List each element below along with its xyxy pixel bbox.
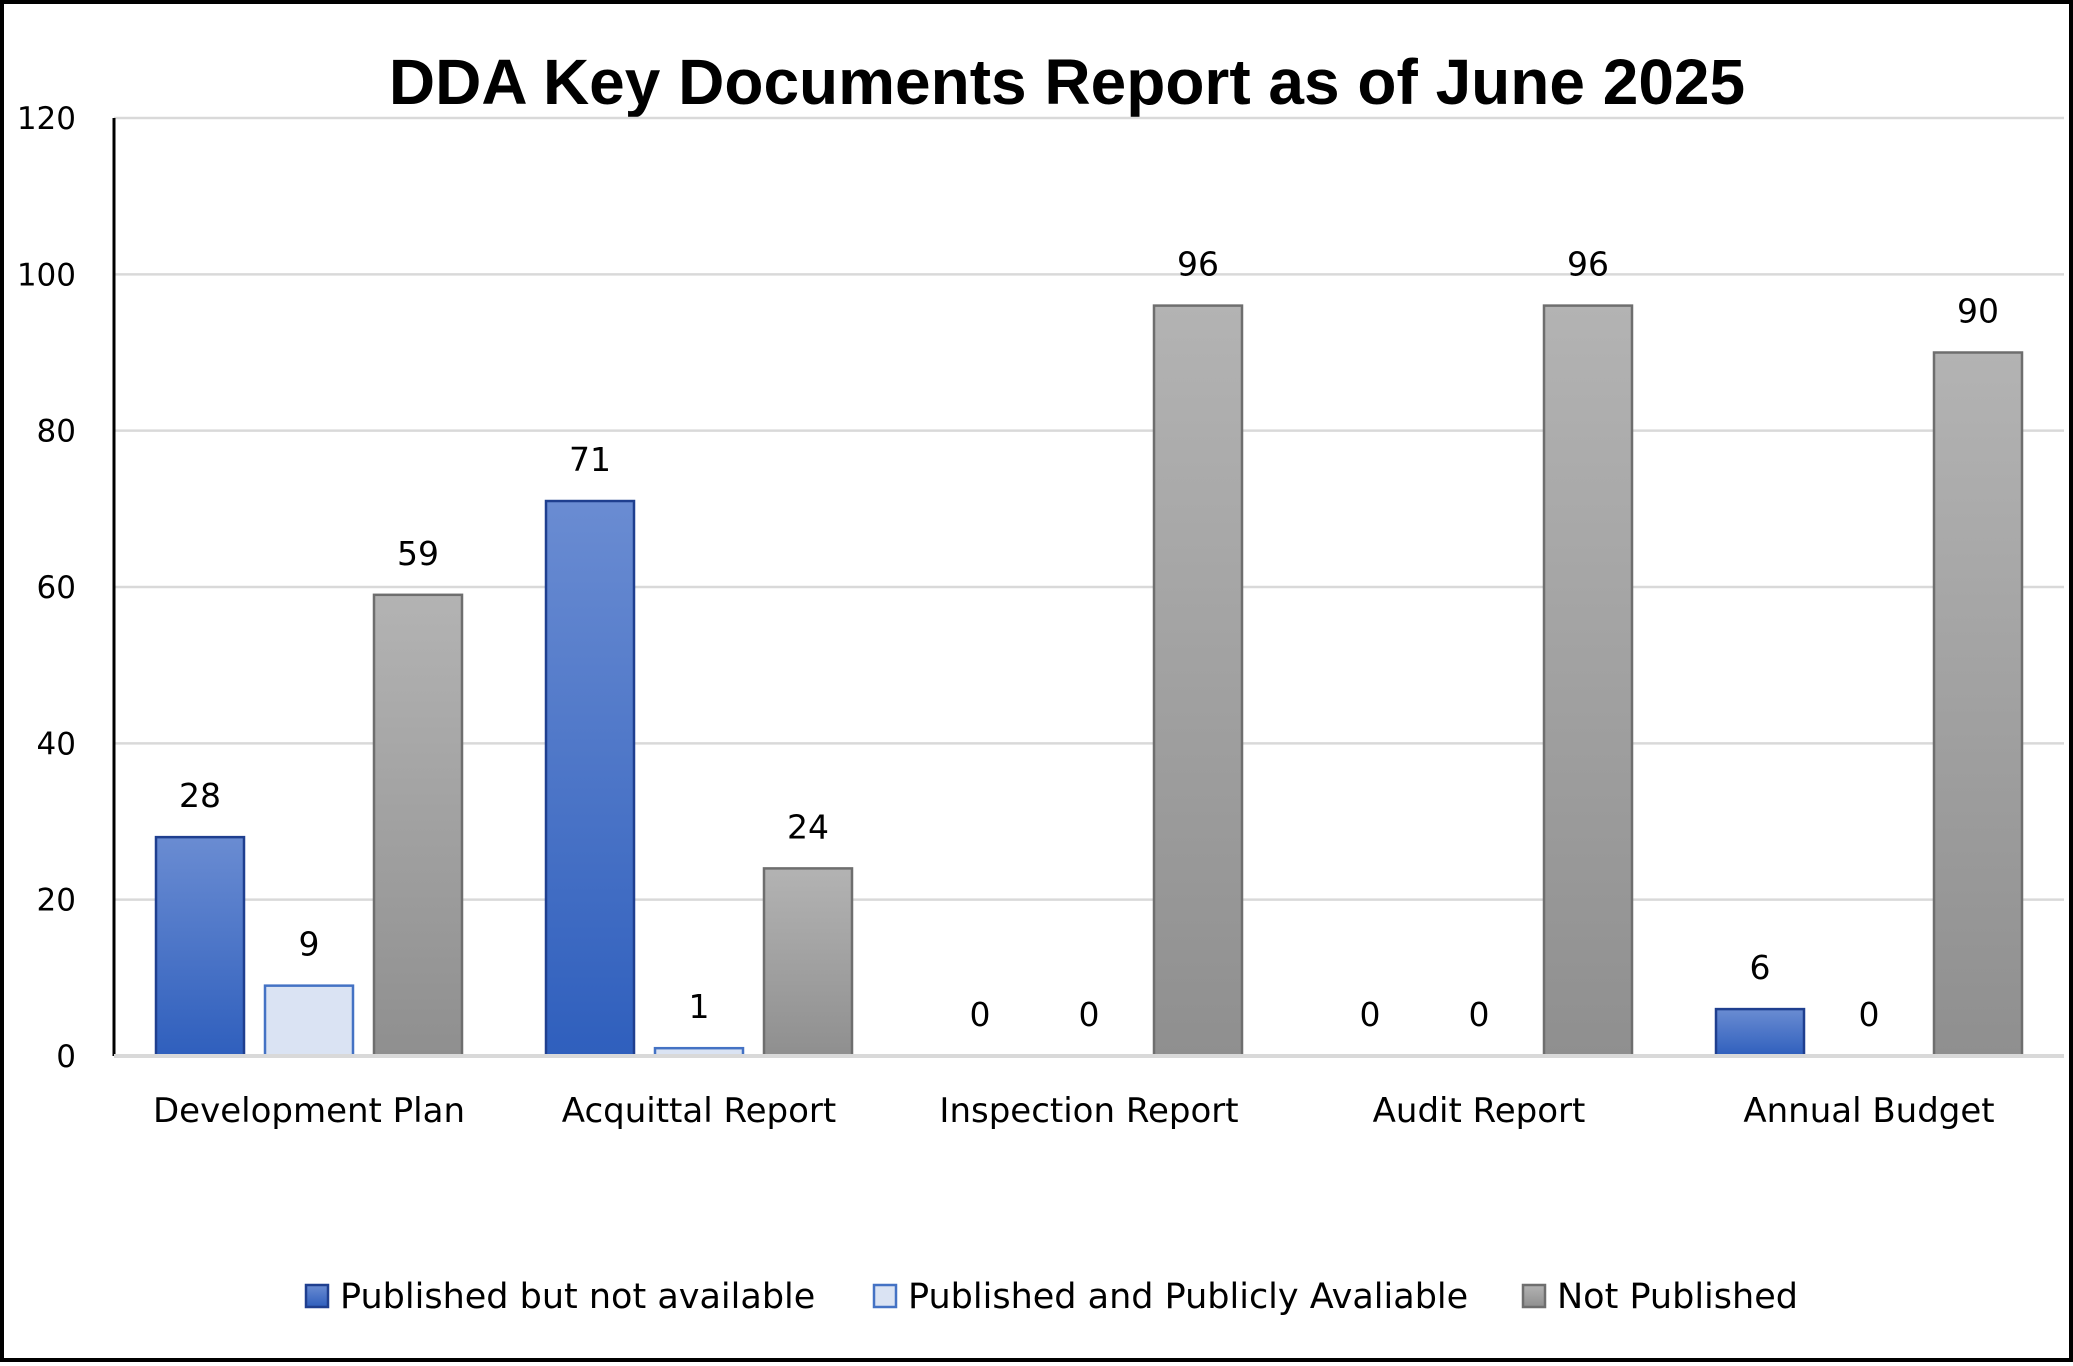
y-tick-label: 120 xyxy=(17,101,76,137)
axes xyxy=(112,118,2064,1058)
bar-not-published-audit-report xyxy=(1542,304,1634,1058)
data-label: 0 xyxy=(1360,995,1381,1034)
data-label: 24 xyxy=(787,807,829,846)
data-label: 0 xyxy=(1079,995,1100,1034)
bar-not-published-annual-budget xyxy=(1932,351,2024,1058)
data-label: 96 xyxy=(1177,245,1219,284)
data-label: 28 xyxy=(179,776,221,815)
legend-swatch-published-but-not-available xyxy=(304,1283,330,1309)
legend-label-published-but-not-available: Published but not available xyxy=(340,1277,815,1317)
data-label: 1 xyxy=(689,987,710,1026)
y-tick-label: 0 xyxy=(56,1039,76,1075)
category-label-audit-report: Audit Report xyxy=(1373,1091,1586,1131)
legend: Published but not available Published and… xyxy=(304,1277,1798,1317)
bar-not-published-development-plan xyxy=(372,593,464,1058)
category-label-development-plan: Development Plan xyxy=(153,1091,465,1131)
data-label: 9 xyxy=(299,925,320,964)
y-tick-label: 100 xyxy=(17,257,76,293)
y-tick-label: 20 xyxy=(37,883,76,919)
legend-swatch-not-published xyxy=(1521,1283,1547,1309)
data-label: 71 xyxy=(569,440,611,479)
x-axis-categories: Development Plan Acquittal Report Inspecti… xyxy=(153,1091,1995,1131)
category-label-annual-budget: Annual Budget xyxy=(1743,1091,1994,1131)
data-label: 6 xyxy=(1750,948,1771,987)
data-label: 90 xyxy=(1957,292,1999,331)
y-axis-ticks: 0 20 40 60 80 100 120 xyxy=(17,101,76,1075)
y-tick-label: 80 xyxy=(37,414,76,450)
bar-published-but-not-available-acquittal-report xyxy=(544,499,636,1058)
chart-title: DDA Key Documents Report as of June 2025 xyxy=(389,46,1745,118)
y-tick-label: 40 xyxy=(37,726,76,762)
bars xyxy=(154,304,2024,1058)
data-label: 0 xyxy=(1469,995,1490,1034)
data-label: 0 xyxy=(970,995,991,1034)
data-label: 59 xyxy=(397,534,439,573)
bar-chart: DDA Key Documents Report as of June 2025… xyxy=(17,46,2064,1317)
legend-swatch-published-and-publicly-avaliable xyxy=(872,1283,898,1309)
bar-not-published-inspection-report xyxy=(1152,304,1244,1058)
bar-published-but-not-available-annual-budget xyxy=(1714,1007,1806,1058)
bar-not-published-acquittal-report xyxy=(762,867,854,1058)
category-label-acquittal-report: Acquittal Report xyxy=(562,1091,836,1131)
data-label: 96 xyxy=(1567,245,1609,284)
data-label: 0 xyxy=(1859,995,1880,1034)
y-tick-label: 60 xyxy=(37,570,76,606)
category-label-inspection-report: Inspection Report xyxy=(939,1091,1238,1131)
legend-label-published-and-publicly-avaliable: Published and Publicly Avaliable xyxy=(908,1277,1468,1317)
legend-label-not-published: Not Published xyxy=(1557,1277,1798,1317)
bar-published-but-not-available-development-plan xyxy=(154,835,246,1058)
data-labels: 28 9 59 71 1 24 0 0 96 0 0 96 6 0 90 xyxy=(179,245,1999,1034)
bar-published-and-publicly-avaliable-development-plan xyxy=(263,984,355,1058)
